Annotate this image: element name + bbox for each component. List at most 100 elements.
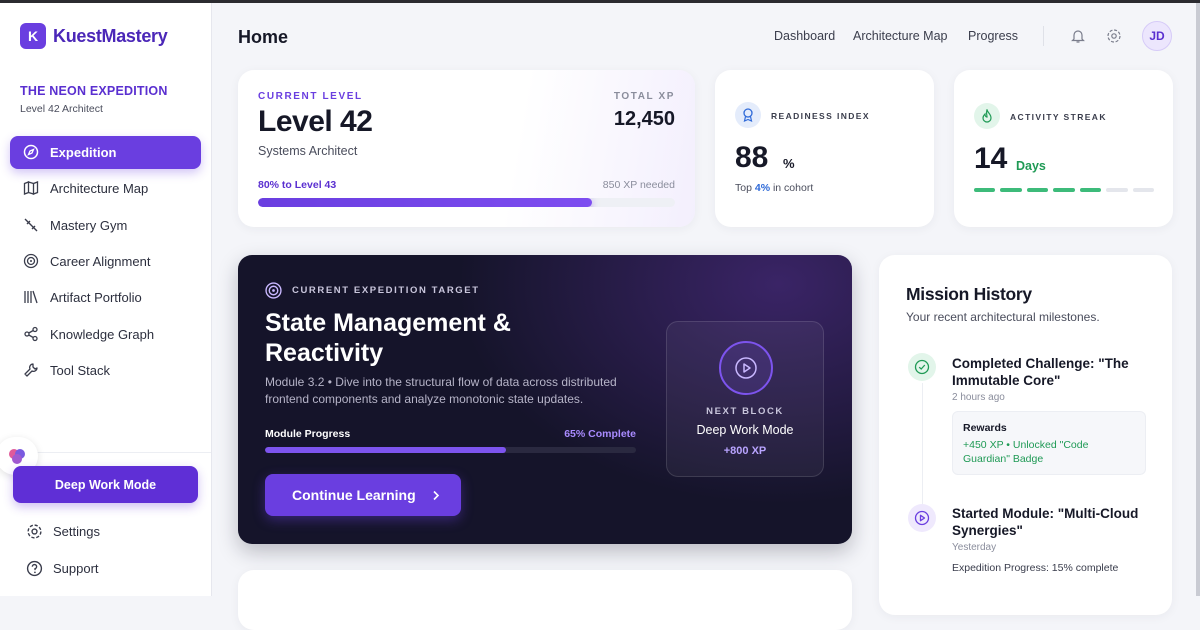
expedition-name: THE NEON EXPEDITION [20,84,168,98]
notifications-button[interactable] [1070,28,1086,49]
nav-item[interactable]: Career Alignment [10,245,201,278]
deep-work-button[interactable]: Deep Work Mode [13,466,198,503]
card-label: CURRENT EXPEDITION TARGET [292,285,480,296]
logo[interactable]: K [20,23,46,49]
target-description: Module 3.2 • Dive into the structural fl… [265,375,617,406]
play-icon [719,341,773,395]
rewards-text: +450 XP • Unlocked "Code Guardian" Badge [963,439,1089,465]
mission-time: Yesterday [952,542,997,553]
progress-value: 65% Complete [564,428,636,440]
mission-detail: Expedition Progress: 15% complete [952,562,1119,574]
unit: % [783,156,795,171]
role: Systems Architect [258,144,358,158]
support-icon [26,560,43,582]
icon [735,102,761,128]
progress-track [265,447,636,453]
next-block[interactable]: NEXT BLOCK Deep Work Mode +800 XP [666,321,824,477]
section-title: Mission History [906,284,1032,304]
streak-value: 14 [974,142,1008,175]
progress-label: 80% to Level 43 [258,179,337,191]
segment [1000,188,1022,192]
icon [24,218,38,232]
segment [974,188,996,192]
done-icon [908,353,936,381]
next-reward: +800 XP [723,445,767,457]
support-link[interactable]: Support [53,561,99,576]
nav-label: Mastery Gym [50,218,128,233]
highlight: 4% [754,182,771,194]
avatar[interactable]: JD [1142,21,1172,51]
segment [1132,188,1154,192]
icon [9,449,25,464]
nav-label: Career Alignment [50,254,151,269]
mission-title: Started Module: "Multi-Cloud Synergies" [952,506,1139,538]
card [238,570,852,630]
progress-track [258,198,675,207]
page-title: Home [238,27,289,47]
mission-title: Completed Challenge: "The Immutable Core… [952,356,1129,388]
divider [1043,26,1044,46]
segment [1053,188,1075,192]
readiness-value: 88 [735,141,769,174]
xp-label: TOTAL XP [613,91,675,102]
streak-segments [974,188,1154,192]
brand[interactable]: KuestMastery [53,26,168,46]
nav-label: Knowledge Graph [50,327,155,342]
mission-history: Mission History Your recent architectura… [879,255,1172,615]
target-title: State Management & Reactivity [265,309,511,367]
nav-item[interactable]: Expedition [10,136,201,169]
sidebar: K KuestMastery THE NEON EXPEDITION Level… [0,3,212,596]
icon [24,363,38,377]
start-icon [908,504,936,532]
streak-card: ACTIVITY STREAK 14 Days [954,70,1173,227]
continue-button[interactable]: Continue Learning [265,474,461,516]
nav-item[interactable]: Artifact Portfolio [10,281,201,314]
icon [23,253,39,269]
mission-time: 2 hours ago [952,392,1005,403]
settings-link[interactable]: Settings [53,524,100,539]
card-label: READINESS INDEX [771,111,870,121]
segment [1026,188,1049,192]
readiness-card: READINESS INDEX 88 % Top 4% in cohort [715,70,934,227]
header-link[interactable]: Dashboard [774,29,836,43]
cohort-note: Top 4% in cohort [735,182,813,194]
segment [1079,188,1102,192]
header-link[interactable]: Progress [968,29,1019,43]
progress-label: Module Progress [265,428,351,440]
icon [23,144,39,160]
icon [24,290,38,304]
icon [24,326,38,342]
text: in cohort [772,182,814,194]
unit: Days [1016,159,1046,173]
icon [23,181,39,195]
xp-total: 12,450 [613,108,675,130]
rewards-label: Rewards [963,422,1007,434]
next-title: Deep Work Mode [696,423,794,437]
progress-fill [265,447,507,453]
timeline [922,383,923,507]
progress-fill [258,198,592,207]
nav-label: Tool Stack [50,363,110,378]
window-edge [0,0,1200,3]
nav-item[interactable]: Mastery Gym [10,209,201,242]
nav-item[interactable]: Architecture Map [10,172,201,205]
settings-icon [26,523,43,545]
card-label: CURRENT LEVEL [258,91,363,102]
settings-button[interactable] [1106,28,1122,49]
nav-item[interactable]: Tool Stack [10,354,201,387]
level-card: CURRENT LEVEL Level 42 Systems Architect… [238,70,695,227]
section-subtitle: Your recent architectural milestones. [906,310,1100,324]
segment [1106,188,1128,192]
chevron [433,490,439,500]
rewards-box: Rewards +450 XP • Unlocked "Code Guardia… [952,411,1146,475]
divider [0,452,211,453]
level: Level 42 [258,105,373,138]
icon [974,103,1000,129]
nav-label: Architecture Map [50,181,149,196]
nav-label: Expedition [50,145,117,160]
nav-item[interactable]: Knowledge Graph [10,318,201,351]
card-label: ACTIVITY STREAK [1010,112,1107,122]
header-link[interactable]: Architecture Map [853,29,948,43]
